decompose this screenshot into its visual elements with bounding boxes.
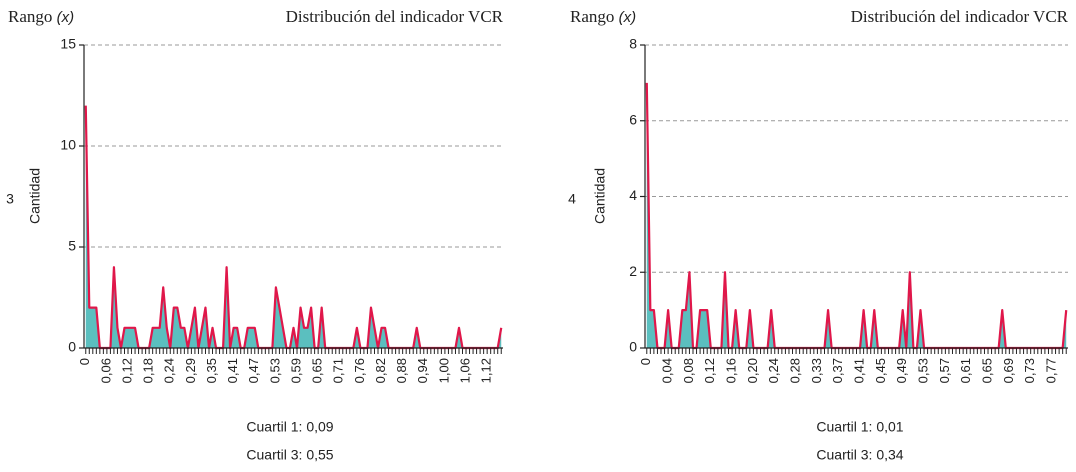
area-fill bbox=[85, 105, 502, 348]
x-tick-label: 0,88 bbox=[394, 358, 409, 383]
x-tick-label: 0,06 bbox=[98, 358, 113, 383]
range-label: Rango (x) bbox=[570, 7, 636, 26]
y-tick-label: 0 bbox=[629, 339, 637, 355]
y-tick-label: 2 bbox=[629, 263, 637, 279]
x-tick-label: 0,77 bbox=[1043, 358, 1058, 383]
panel-number: 3 bbox=[6, 191, 14, 207]
line bbox=[84, 105, 503, 350]
x-tick-label: 1,06 bbox=[457, 358, 472, 383]
x-tick-label: 0,04 bbox=[660, 358, 675, 383]
range-variable: (x) bbox=[619, 9, 637, 26]
line bbox=[645, 82, 1068, 350]
x-tick-label: 0,47 bbox=[246, 358, 261, 383]
x-tick-label: 0,53 bbox=[267, 358, 282, 383]
quartile-note: Cuartil 3: 0,34 bbox=[816, 447, 903, 463]
x-tick-label: 0,08 bbox=[681, 358, 696, 383]
x-tick-label: 0,65 bbox=[310, 358, 325, 383]
x-tick-label: 0,45 bbox=[873, 358, 888, 383]
quartile-note: Cuartil 1: 0,01 bbox=[816, 419, 903, 435]
y-tick-label: 8 bbox=[629, 36, 637, 52]
x-tick-label: 0,16 bbox=[724, 358, 739, 383]
y-tick-label: 15 bbox=[60, 36, 76, 52]
x-tick-label: 0,69 bbox=[1001, 358, 1016, 383]
x-tick-label: 0 bbox=[77, 358, 92, 365]
quartile-note: Cuartil 3: 0,55 bbox=[246, 447, 333, 463]
x-tick-label: 0,71 bbox=[331, 358, 346, 383]
x-tick-label: 0,73 bbox=[1022, 358, 1037, 383]
y-tick-label: 6 bbox=[629, 111, 637, 127]
chart-title: Distribución del indicador VCR bbox=[286, 7, 504, 26]
area-fill bbox=[646, 82, 1067, 348]
x-tick-label: 0,29 bbox=[183, 358, 198, 383]
x-tick-label: 0,12 bbox=[119, 358, 134, 383]
panel-number: 4 bbox=[568, 191, 576, 207]
x-tick-label: 0,57 bbox=[937, 358, 952, 383]
y-axis-title: Cantidad bbox=[27, 168, 43, 224]
x-tick-label: 0 bbox=[638, 358, 653, 365]
quartile-note: Cuartil 1: 0,09 bbox=[246, 419, 333, 435]
x-tick-label: 0,76 bbox=[352, 358, 367, 383]
x-tick-label: 0,59 bbox=[288, 358, 303, 383]
y-tick-label: 10 bbox=[60, 137, 76, 153]
x-tick-label: 1,00 bbox=[436, 358, 451, 383]
y-tick-label: 0 bbox=[68, 339, 76, 355]
y-axis-title: Cantidad bbox=[592, 168, 608, 224]
x-tick-label: 0,33 bbox=[809, 358, 824, 383]
x-tick-label: 0,65 bbox=[979, 358, 994, 383]
range-variable: (x) bbox=[57, 9, 75, 26]
x-tick-label: 0,20 bbox=[745, 358, 760, 383]
x-tick-label: 0,24 bbox=[766, 358, 781, 383]
x-tick-label: 0,82 bbox=[373, 358, 388, 383]
x-tick-label: 0,53 bbox=[915, 358, 930, 383]
x-tick-label: 0,41 bbox=[225, 358, 240, 383]
x-tick-label: 0,37 bbox=[830, 358, 845, 383]
x-tick-label: 0,49 bbox=[894, 358, 909, 383]
x-tick-label: 0,12 bbox=[702, 358, 717, 383]
x-tick-label: 0,61 bbox=[958, 358, 973, 383]
x-tick-label: 0,28 bbox=[788, 358, 803, 383]
x-tick-label: 0,24 bbox=[162, 358, 177, 383]
x-tick-label: 0,94 bbox=[415, 358, 430, 383]
range-label: Rango (x) bbox=[8, 7, 74, 26]
y-tick-label: 5 bbox=[68, 238, 76, 254]
chart-title: Distribución del indicador VCR bbox=[851, 7, 1069, 26]
x-tick-label: 0,41 bbox=[851, 358, 866, 383]
x-tick-label: 1,12 bbox=[479, 358, 494, 383]
range-label-text: Rango bbox=[8, 7, 52, 26]
range-label-text: Rango bbox=[570, 7, 614, 26]
x-tick-label: 0,35 bbox=[204, 358, 219, 383]
x-tick-label: 0,18 bbox=[141, 358, 156, 383]
y-tick-label: 4 bbox=[629, 187, 637, 203]
